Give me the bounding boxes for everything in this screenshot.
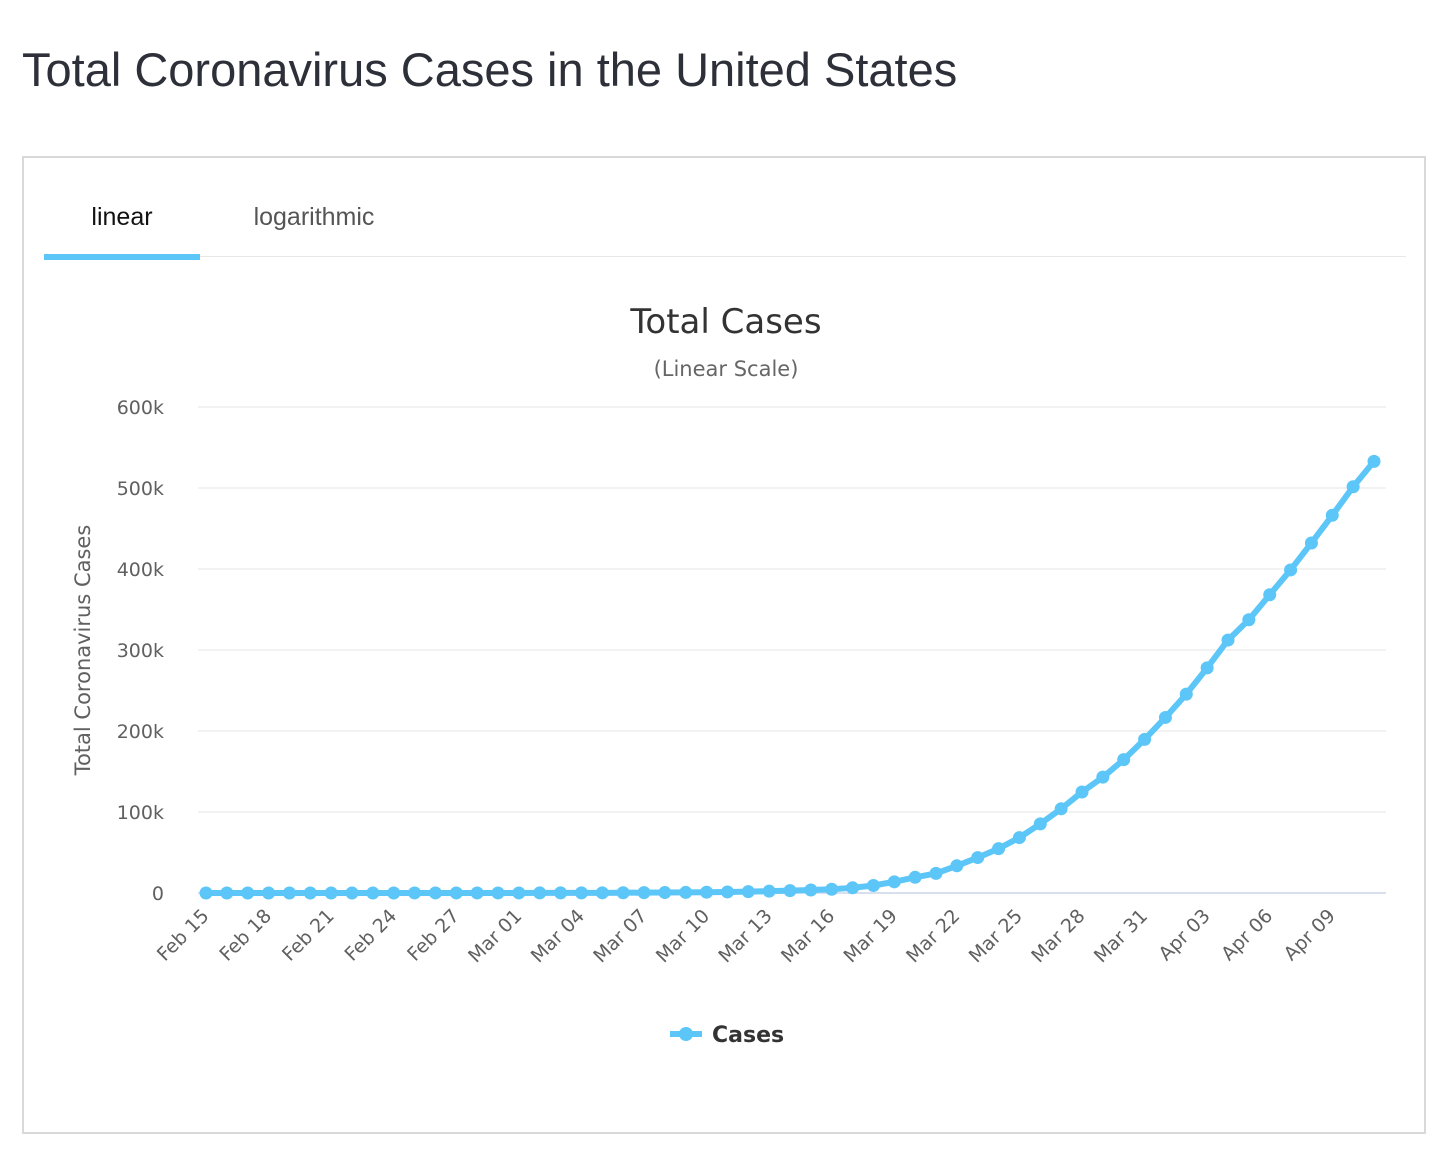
data-point: [658, 886, 672, 900]
data-point: [1367, 454, 1381, 468]
x-tick-label: Feb 24: [341, 905, 402, 966]
data-point: [992, 842, 1006, 856]
data-point: [449, 886, 463, 900]
data-point: [762, 884, 776, 898]
data-point: [1138, 732, 1152, 746]
data-point: [616, 886, 630, 900]
data-point: [1325, 508, 1339, 522]
data-point: [971, 851, 985, 865]
scale-tabs: linear logarithmic: [44, 188, 1406, 257]
data-point: [741, 885, 755, 899]
data-point: [595, 886, 609, 900]
x-tick-label: Apr 03: [1155, 905, 1215, 965]
data-point: [1117, 753, 1131, 767]
y-axis-title: Total Coronavirus Cases: [71, 525, 95, 777]
x-tick-label: Feb 21: [278, 905, 339, 966]
y-tick-label: 600k: [117, 397, 164, 419]
data-point: [887, 875, 901, 889]
data-point: [262, 886, 276, 900]
x-tick-label: Apr 06: [1217, 905, 1277, 965]
chart-title: Total Cases: [629, 302, 821, 342]
data-point: [1158, 710, 1172, 724]
legend-label: Cases: [712, 1023, 784, 1048]
data-point: [428, 886, 442, 900]
x-tick-label: Mar 19: [840, 905, 902, 967]
data-point: [1033, 817, 1047, 831]
data-point: [1096, 770, 1110, 784]
x-tick-label: Feb 18: [215, 905, 276, 966]
data-point: [199, 886, 213, 900]
chart-subtitle: (Linear Scale): [654, 357, 799, 381]
data-point: [512, 886, 526, 900]
data-point: [950, 859, 964, 873]
x-tick-label: Mar 31: [1090, 905, 1152, 967]
page-title: Total Coronavirus Cases in the United St…: [22, 43, 958, 96]
data-point: [804, 883, 818, 897]
data-point: [1200, 661, 1214, 675]
y-tick-label: 200k: [117, 721, 164, 743]
data-point: [1054, 802, 1068, 816]
series-line-cases: [203, 458, 1377, 896]
data-point: [408, 886, 422, 900]
data-point: [825, 882, 839, 896]
legend-marker-icon: [679, 1027, 693, 1041]
active-tab-indicator: [44, 254, 200, 260]
x-tick-label: Mar 16: [777, 905, 839, 967]
data-point: [554, 886, 568, 900]
x-tick-label: Mar 01: [464, 905, 526, 967]
chart-card: linear logarithmic Total Cases (Linear S…: [22, 156, 1426, 1134]
data-point: [720, 885, 734, 899]
data-point: [533, 886, 547, 900]
x-tick-label: Apr 09: [1280, 905, 1340, 965]
x-tick-label: Mar 25: [965, 905, 1027, 967]
data-point: [908, 870, 922, 884]
y-tick-label: 300k: [117, 640, 164, 662]
data-point: [1075, 785, 1089, 799]
data-point: [220, 886, 234, 900]
x-tick-label: Mar 07: [589, 905, 651, 967]
data-point: [1012, 831, 1026, 845]
tab-logarithmic[interactable]: logarithmic: [253, 203, 375, 231]
x-tick-label: Mar 04: [527, 905, 589, 967]
data-point: [574, 886, 588, 900]
data-point: [345, 886, 359, 900]
x-tick-label: Mar 22: [902, 905, 964, 967]
data-point: [1304, 536, 1318, 550]
data-point: [366, 886, 380, 900]
data-point: [470, 886, 484, 900]
data-point: [1221, 633, 1235, 647]
y-tick-label: 0: [152, 883, 164, 905]
line-chart: Total Cases (Linear Scale) Total Coronav…: [71, 302, 1386, 1048]
data-point: [282, 886, 296, 900]
data-point: [303, 886, 317, 900]
data-point: [1284, 563, 1298, 577]
data-point: [324, 886, 338, 900]
y-tick-label: 400k: [117, 559, 164, 581]
tab-linear[interactable]: linear: [91, 203, 153, 231]
data-point: [1242, 613, 1256, 627]
data-point: [929, 866, 943, 880]
data-point: [491, 886, 505, 900]
data-point: [866, 879, 880, 893]
data-point: [700, 885, 714, 899]
x-tick-label: Mar 13: [714, 905, 776, 967]
data-point: [637, 886, 651, 900]
x-tick-label: Feb 15: [153, 905, 214, 966]
data-point: [387, 886, 401, 900]
y-tick-label: 100k: [117, 802, 164, 824]
data-point: [679, 885, 693, 899]
x-tick-label: Mar 28: [1027, 905, 1089, 967]
data-point: [783, 884, 797, 898]
data-point: [241, 886, 255, 900]
data-point: [846, 881, 860, 895]
data-point: [1263, 588, 1277, 602]
x-tick-label: Feb 27: [403, 905, 464, 966]
data-point: [1179, 687, 1193, 701]
data-point: [1346, 480, 1360, 494]
y-tick-label: 500k: [117, 478, 164, 500]
x-tick-label: Mar 10: [652, 905, 714, 967]
